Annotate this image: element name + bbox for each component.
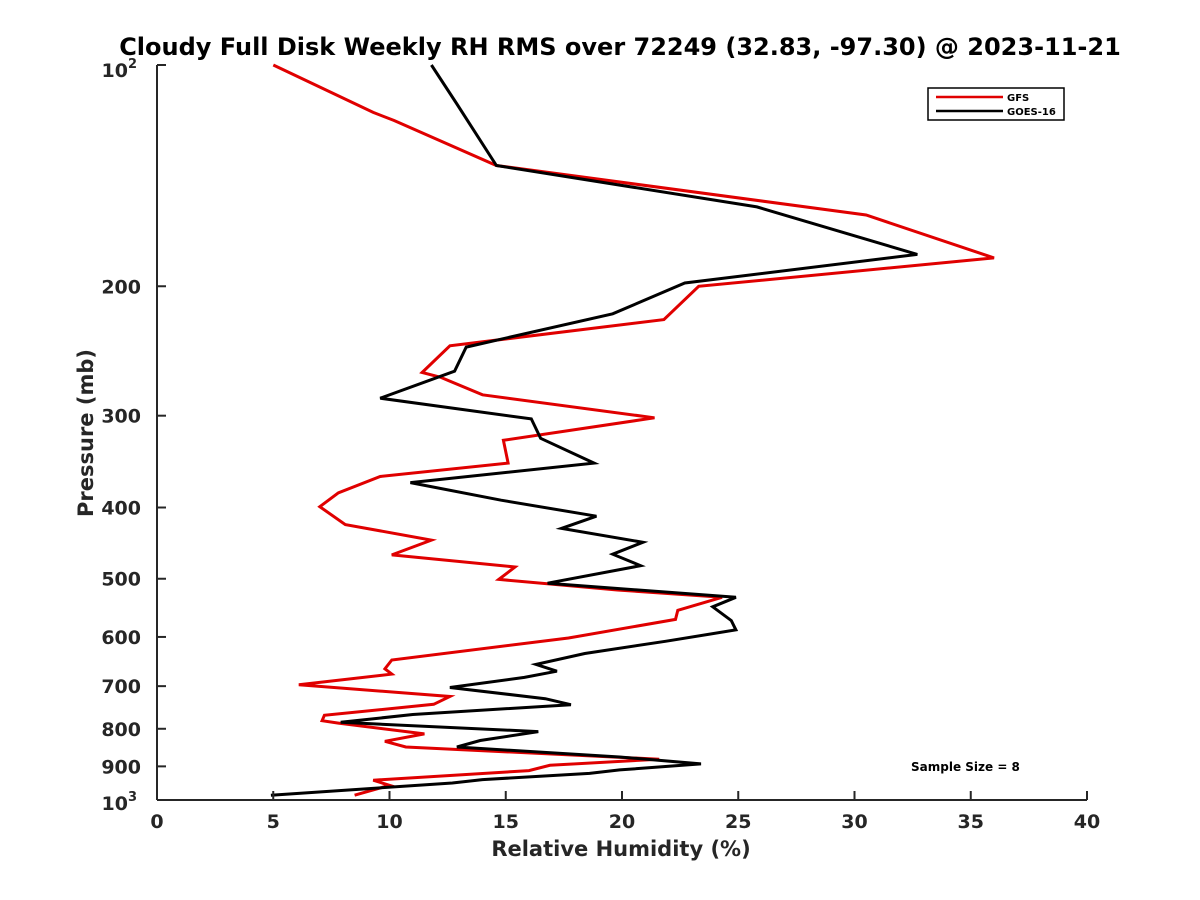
series-line-goes16 — [270, 64, 918, 797]
x-axis-label: Relative Humidity (%) — [491, 837, 750, 861]
legend-box — [927, 87, 1065, 121]
legend: GFS GOES-16 — [927, 87, 1065, 121]
y-bottom-base: 10 — [102, 793, 128, 815]
x-tick-label: 40 — [1074, 811, 1100, 833]
y-axis-label: Pressure (mb) — [74, 349, 98, 517]
y-tick-label: 700 — [101, 676, 141, 698]
y-axis-ticks: 200 300 400 500 600 700 800 900 — [101, 64, 166, 801]
y-tick-label: 900 — [101, 756, 141, 778]
x-tick-label: 0 — [150, 811, 163, 833]
y-top-base: 10 — [102, 60, 128, 82]
x-axis-ticks: 0 5 10 15 20 25 30 35 40 — [150, 791, 1100, 833]
x-tick-label: 10 — [376, 811, 402, 833]
sample-size-annotation: Sample Size = 8 — [911, 760, 1020, 774]
plot-area: 0 5 10 15 20 25 30 35 40 200 300 400 500 600 700 800 90… — [101, 63, 1100, 833]
chart-title: Cloudy Full Disk Weekly RH RMS over 7224… — [119, 33, 1121, 61]
y-tick-label: 200 — [101, 276, 141, 298]
x-tick-label: 25 — [725, 811, 751, 833]
y-tick-label: 600 — [101, 627, 141, 649]
x-tick-label: 5 — [267, 811, 280, 833]
y-tick-label: 500 — [101, 569, 141, 591]
x-tick-label: 20 — [609, 811, 635, 833]
y-tick-label: 800 — [101, 719, 141, 741]
series-layer — [270, 63, 995, 797]
y-tick-label: 400 — [101, 498, 141, 520]
x-tick-label: 35 — [958, 811, 984, 833]
y-bottom-exponent: 3 — [128, 790, 137, 805]
y-tick-label: 300 — [101, 406, 141, 428]
y-tick-label-top: 102 — [102, 57, 138, 82]
y-top-exponent: 2 — [128, 57, 137, 72]
y-tick-label-bottom: 103 — [102, 790, 138, 815]
x-tick-label: 15 — [493, 811, 519, 833]
legend-label-goes16: GOES-16 — [1007, 107, 1056, 118]
x-tick-label: 30 — [841, 811, 867, 833]
legend-label-gfs: GFS — [1007, 93, 1029, 104]
